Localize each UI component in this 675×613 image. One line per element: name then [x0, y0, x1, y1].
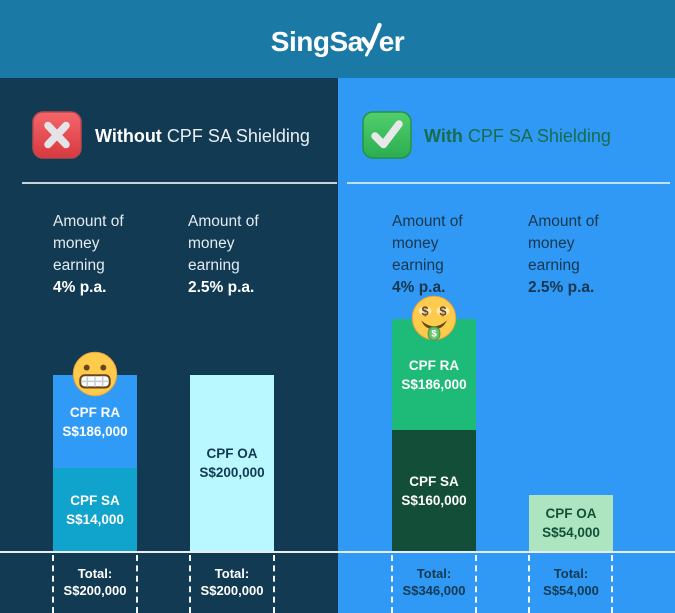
cross-mark-icon [32, 111, 82, 159]
logo-text-post: er [378, 26, 405, 57]
bar-segment-with-cpf-sa: CPF SA S$160,000 [392, 430, 476, 551]
logo-check-icon [361, 22, 382, 57]
divider-right [347, 182, 670, 184]
bar-segment-without-cpf-oa: CPF OA S$200,000 [190, 375, 274, 551]
column-header-with-2.5pct: Amount of money earning 2.5% p.a. [528, 211, 599, 299]
total-with-4pct: Total: S$346,000 [402, 566, 466, 598]
singsaver-logo: SingSa er [270, 22, 405, 57]
svg-text:$: $ [439, 303, 446, 318]
panel-title-with: With CPF SA Shielding [424, 125, 611, 147]
dashed-separator [273, 555, 275, 613]
grimacing-face-emoji [72, 351, 118, 397]
rate-label: 2.5% p.a. [528, 279, 595, 296]
rate-label: 4% p.a. [392, 279, 446, 296]
rate-label: 4% p.a. [53, 279, 107, 296]
svg-text:$: $ [431, 329, 437, 340]
title-with-bold: With [424, 126, 463, 146]
dashed-separator [52, 555, 54, 613]
dashed-separator [475, 555, 477, 613]
logo-text-pre: SingSa [270, 26, 363, 57]
check-mark-icon [362, 111, 412, 159]
column-header-without-2.5pct: Amount of money earning 2.5% p.a. [188, 211, 259, 299]
column-header-with-4pct: Amount of money earning 4% p.a. [392, 211, 463, 299]
divider-left [22, 182, 337, 184]
rate-label: 2.5% p.a. [188, 279, 255, 296]
bar-segment-without-cpf-sa: CPF SA S$14,000 [53, 468, 137, 551]
title-with-rest: CPF SA Shielding [467, 126, 611, 146]
title-without-bold: Without [95, 126, 162, 146]
dashed-separator [189, 555, 191, 613]
dashed-separator [528, 555, 530, 613]
chart-baseline [0, 551, 675, 553]
title-without-rest: CPF SA Shielding [166, 126, 310, 146]
total-without-4pct: Total: S$200,000 [63, 566, 127, 598]
dashed-separator [611, 555, 613, 613]
dashed-separator [136, 555, 138, 613]
bar-segment-with-cpf-oa: CPF OA S$54,000 [529, 495, 613, 551]
column-header-without-4pct: Amount of money earning 4% p.a. [53, 211, 124, 299]
header-bar: SingSa er [0, 0, 675, 78]
money-mouth-face-emoji: $ $ $ [411, 295, 457, 341]
panel-title-without: Without CPF SA Shielding [95, 125, 310, 147]
total-without-2.5pct: Total: S$200,000 [200, 566, 264, 598]
svg-text:$: $ [422, 303, 429, 318]
dashed-separator [391, 555, 393, 613]
total-with-2.5pct: Total: S$54,000 [543, 566, 599, 598]
